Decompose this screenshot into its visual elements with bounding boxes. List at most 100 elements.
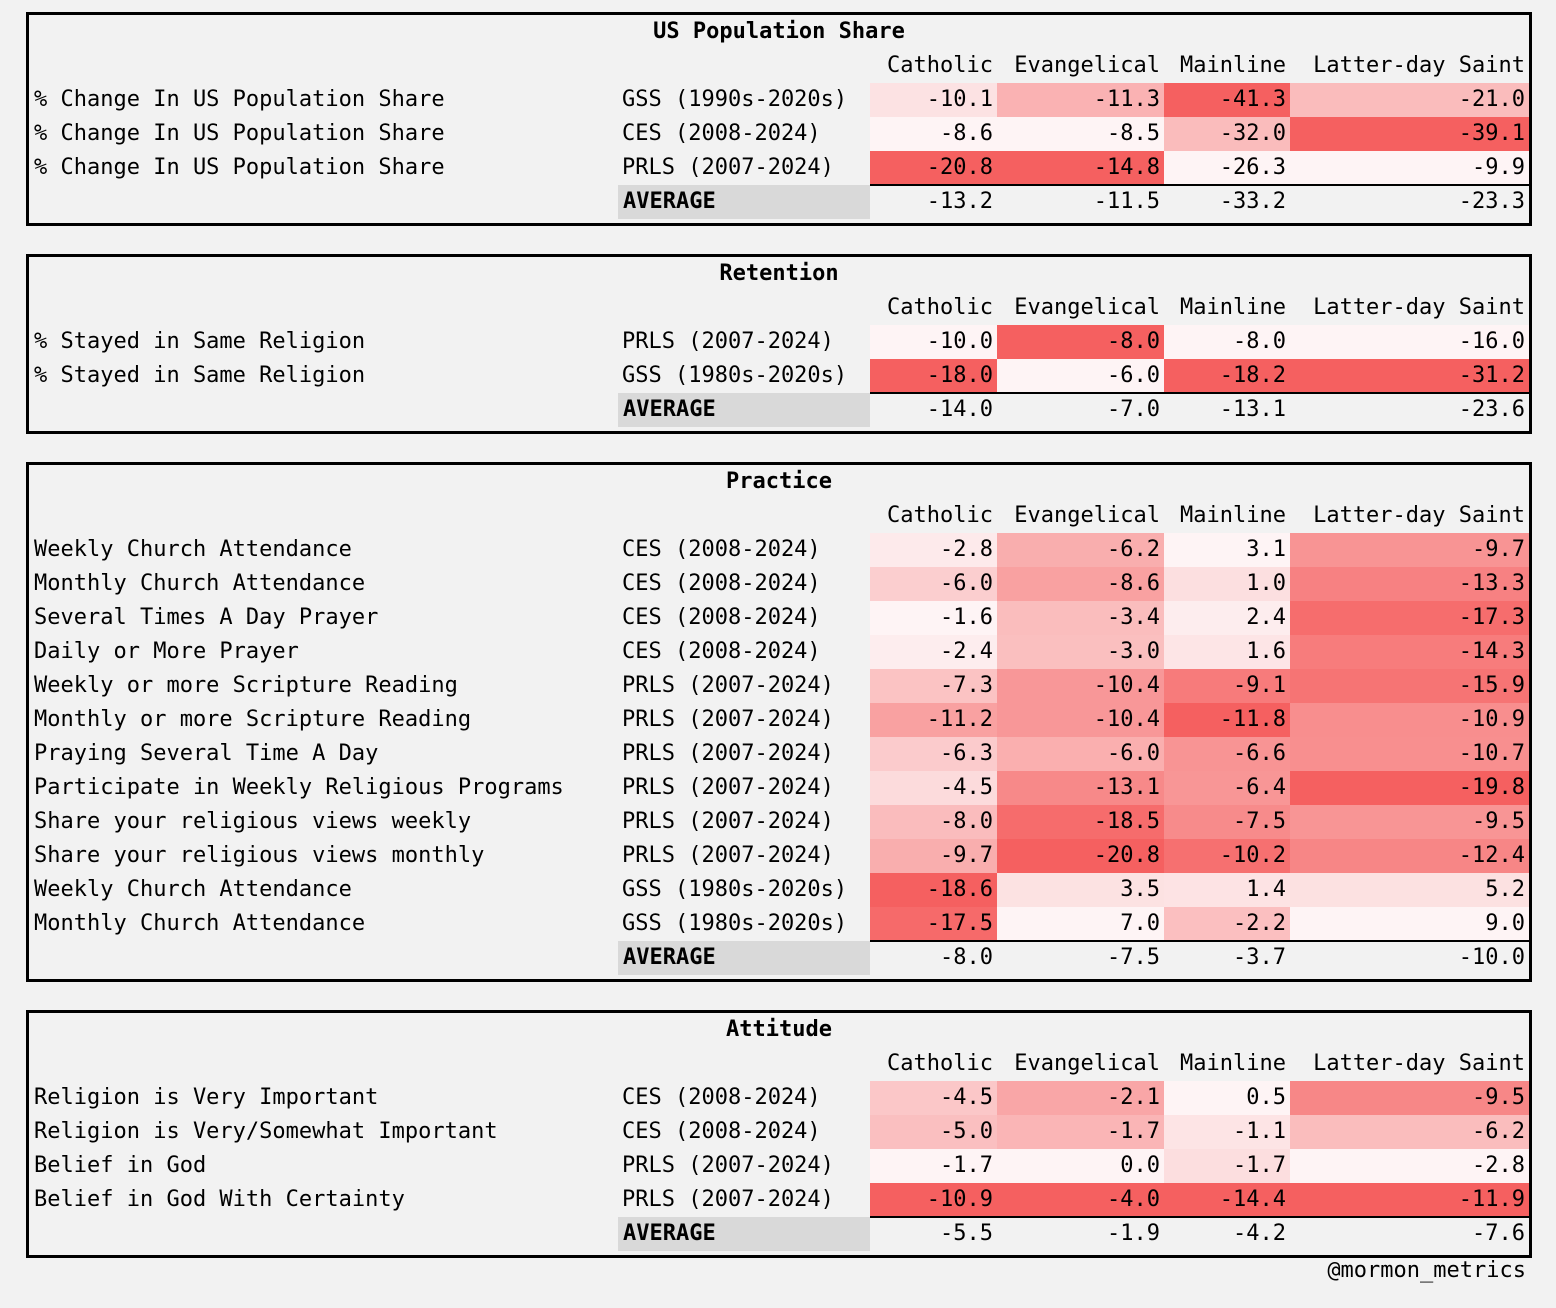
value-cell: -21.0 bbox=[1290, 83, 1529, 117]
table-row: Belief in God PRLS (2007-2024) -1.7 0.0 -1.7… bbox=[29, 1149, 1529, 1183]
value-cell: -9.5 bbox=[1290, 805, 1529, 839]
row-source: PRLS (2007-2024) bbox=[622, 155, 834, 180]
average-divider bbox=[870, 1216, 1529, 1218]
table-row: % Change In US Population Share PRLS (200… bbox=[29, 151, 1529, 185]
column-header: Catholic bbox=[887, 503, 993, 528]
value-cell: -16.0 bbox=[1290, 325, 1529, 359]
row-label: Participate in Weekly Religious Programs bbox=[34, 775, 564, 800]
row-label: % Change In US Population Share bbox=[34, 121, 445, 146]
row-source: GSS (1980s-2020s) bbox=[622, 911, 848, 936]
row-source: CES (2008-2024) bbox=[622, 1085, 821, 1110]
value-cell: -9.1 bbox=[1164, 669, 1290, 703]
average-value: -10.0 bbox=[1458, 945, 1525, 970]
value-cell: -4.0 bbox=[997, 1183, 1164, 1217]
value-cell: -10.9 bbox=[1290, 703, 1529, 737]
value-cell: -15.9 bbox=[1290, 669, 1529, 703]
table-panel-3: Attitude Catholic Evangelical Mainline Latte… bbox=[26, 1010, 1532, 1258]
value-cell: -6.0 bbox=[997, 737, 1164, 771]
row-label: % Change In US Population Share bbox=[34, 87, 445, 112]
value-cell: -10.9 bbox=[870, 1183, 997, 1217]
value-cell: -18.6 bbox=[870, 873, 997, 907]
value-cell: -9.5 bbox=[1290, 1081, 1529, 1115]
column-header: Evangelical bbox=[1014, 503, 1160, 528]
row-source: PRLS (2007-2024) bbox=[622, 707, 834, 732]
row-source: GSS (1990s-2020s) bbox=[622, 87, 848, 112]
row-label: Monthly Church Attendance bbox=[34, 571, 366, 596]
average-value: -23.6 bbox=[1458, 397, 1525, 422]
value-cell: -20.8 bbox=[997, 839, 1164, 873]
value-cell: -18.5 bbox=[997, 805, 1164, 839]
average-row: AVERAGE -14.0 -7.0 -13.1 -23.6 bbox=[29, 393, 1529, 427]
value-cell: -4.5 bbox=[870, 771, 997, 805]
value-cell: -10.0 bbox=[870, 325, 997, 359]
table-panel-1: Retention Catholic Evangelical Mainline Latt… bbox=[26, 254, 1532, 434]
row-label: Share your religious views weekly bbox=[34, 809, 472, 834]
credit-handle: @mormon_metrics bbox=[1327, 1258, 1526, 1283]
table-title: Practice bbox=[726, 469, 832, 494]
row-source: PRLS (2007-2024) bbox=[622, 843, 834, 868]
row-label: Weekly or more Scripture Reading bbox=[34, 673, 458, 698]
value-cell: -13.1 bbox=[997, 771, 1164, 805]
value-cell: -11.9 bbox=[1290, 1183, 1529, 1217]
value-cell: -9.7 bbox=[1290, 533, 1529, 567]
value-cell: -6.0 bbox=[870, 567, 997, 601]
row-source: PRLS (2007-2024) bbox=[622, 329, 834, 354]
value-cell: -10.4 bbox=[997, 669, 1164, 703]
average-value: -11.5 bbox=[1093, 189, 1160, 214]
table-row: Weekly or more Scripture Reading PRLS (20… bbox=[29, 669, 1529, 703]
row-source: CES (2008-2024) bbox=[622, 537, 821, 562]
row-source: CES (2008-2024) bbox=[622, 121, 821, 146]
average-value: -14.0 bbox=[926, 397, 993, 422]
average-value: -7.5 bbox=[1107, 945, 1160, 970]
value-cell: -2.4 bbox=[870, 635, 997, 669]
row-label: Share your religious views monthly bbox=[34, 843, 485, 868]
row-label: Weekly Church Attendance bbox=[34, 537, 352, 562]
row-label: Several Times A Day Prayer bbox=[34, 605, 379, 630]
row-source: GSS (1980s-2020s) bbox=[622, 877, 848, 902]
table-row: Weekly Church Attendance GSS (1980s-2020s… bbox=[29, 873, 1529, 907]
value-cell: -2.8 bbox=[1290, 1149, 1529, 1183]
value-cell: 3.5 bbox=[997, 873, 1164, 907]
column-header: Mainline bbox=[1180, 1051, 1286, 1076]
column-header: Evangelical bbox=[1014, 1051, 1160, 1076]
value-cell: 9.0 bbox=[1290, 907, 1529, 941]
value-cell: 1.4 bbox=[1164, 873, 1290, 907]
row-source: PRLS (2007-2024) bbox=[622, 809, 834, 834]
row-source: CES (2008-2024) bbox=[622, 605, 821, 630]
average-label: AVERAGE bbox=[618, 393, 870, 427]
value-cell: -9.9 bbox=[1290, 151, 1529, 185]
row-source: GSS (1980s-2020s) bbox=[622, 363, 848, 388]
average-row: AVERAGE -5.5 -1.9 -4.2 -7.6 bbox=[29, 1217, 1529, 1251]
table-row: Share your religious views weekly PRLS (2… bbox=[29, 805, 1529, 839]
value-cell: -5.0 bbox=[870, 1115, 997, 1149]
table-title: Retention bbox=[719, 261, 839, 286]
column-header: Latter-day Saint bbox=[1313, 1051, 1525, 1076]
average-label: AVERAGE bbox=[618, 185, 870, 219]
value-cell: -4.5 bbox=[870, 1081, 997, 1115]
average-row: AVERAGE -13.2 -11.5 -33.2 -23.3 bbox=[29, 185, 1529, 219]
column-header: Latter-day Saint bbox=[1313, 503, 1525, 528]
table-row: Several Times A Day Prayer CES (2008-2024… bbox=[29, 601, 1529, 635]
average-value: -8.0 bbox=[940, 945, 993, 970]
value-cell: -10.1 bbox=[870, 83, 997, 117]
row-label: Weekly Church Attendance bbox=[34, 877, 352, 902]
average-value: -33.2 bbox=[1219, 189, 1286, 214]
value-cell: -3.0 bbox=[997, 635, 1164, 669]
average-value: -7.6 bbox=[1472, 1221, 1525, 1246]
average-value: -23.3 bbox=[1458, 189, 1525, 214]
value-cell: -8.0 bbox=[1164, 325, 1290, 359]
column-header: Evangelical bbox=[1014, 53, 1160, 78]
value-cell: 1.0 bbox=[1164, 567, 1290, 601]
column-header: Mainline bbox=[1180, 53, 1286, 78]
value-cell: -41.3 bbox=[1164, 83, 1290, 117]
value-cell: 5.2 bbox=[1290, 873, 1529, 907]
value-cell: 3.1 bbox=[1164, 533, 1290, 567]
row-label: Daily or More Prayer bbox=[34, 639, 299, 664]
value-cell: -6.4 bbox=[1164, 771, 1290, 805]
average-divider bbox=[870, 392, 1529, 394]
row-source: PRLS (2007-2024) bbox=[622, 1187, 834, 1212]
table-row: Weekly Church Attendance CES (2008-2024) -… bbox=[29, 533, 1529, 567]
value-cell: -31.2 bbox=[1290, 359, 1529, 393]
row-label: Belief in God With Certainty bbox=[34, 1187, 405, 1212]
row-source: PRLS (2007-2024) bbox=[622, 1153, 834, 1178]
